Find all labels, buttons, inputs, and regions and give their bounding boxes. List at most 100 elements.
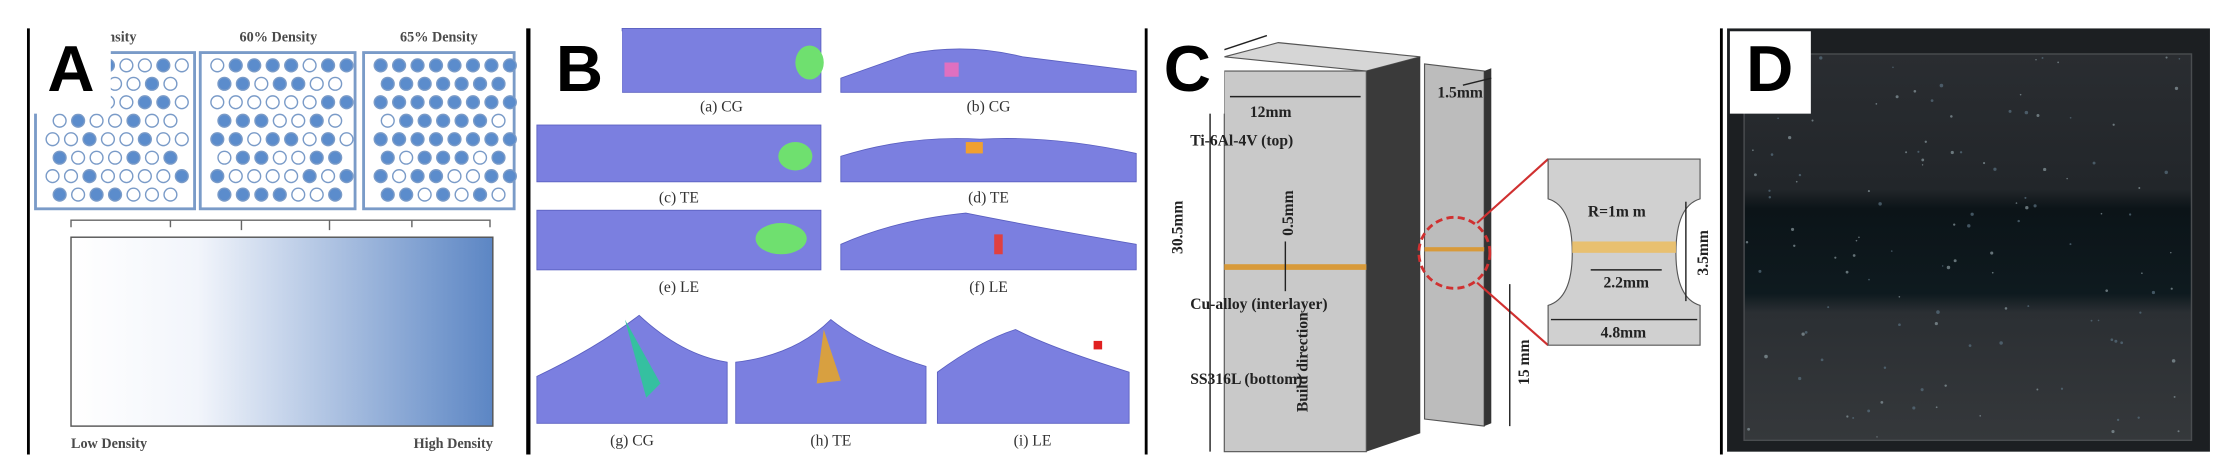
speckle [1745, 241, 1749, 244]
speckle [1941, 265, 1944, 267]
particle [265, 95, 280, 110]
particle [254, 113, 269, 128]
speckle [2151, 290, 2156, 295]
particle [45, 169, 60, 184]
speckle [1777, 117, 1779, 120]
particle [417, 113, 432, 128]
particle [291, 187, 306, 202]
particle [454, 76, 469, 91]
particle [454, 150, 469, 165]
particle [328, 187, 343, 202]
speckle [1875, 103, 1878, 105]
particle [52, 150, 67, 165]
particle [320, 169, 336, 184]
particle [156, 58, 171, 73]
dimension: 0.5mm [1280, 190, 1297, 236]
particle [217, 113, 232, 128]
particle [502, 132, 517, 147]
speckle [2024, 110, 2029, 115]
speckle [1920, 388, 1924, 392]
particle [428, 58, 444, 73]
speckle [1764, 354, 1768, 359]
particle [210, 132, 225, 147]
speckle [1905, 151, 1908, 154]
speckle [2035, 59, 2037, 61]
speckle [2112, 123, 2115, 126]
particle [309, 187, 324, 202]
particle [339, 169, 354, 184]
speckle [2027, 305, 2030, 308]
speckle [2097, 319, 2100, 322]
particle [210, 58, 225, 73]
particle [247, 58, 262, 73]
speckle [1921, 158, 1925, 162]
speckle [1754, 173, 1757, 177]
speckle [1892, 66, 1894, 69]
particle [484, 169, 499, 184]
particle [272, 76, 287, 91]
speckle [1868, 278, 1870, 281]
particle [126, 113, 141, 128]
speckle [1950, 115, 1953, 118]
material: Cu-alloy (interlayer) [1190, 296, 1327, 313]
speckle [1878, 202, 1882, 206]
particle [391, 58, 407, 73]
speckle [1852, 416, 1855, 419]
particle [309, 76, 324, 91]
particle [163, 150, 178, 165]
particle [235, 150, 250, 165]
speckle [1939, 83, 1944, 88]
speckle [1770, 153, 1774, 156]
dimension: R=1m m [1588, 204, 1646, 221]
particle [472, 113, 488, 128]
particle [447, 132, 462, 147]
speckle [1991, 271, 1994, 274]
particle [436, 150, 451, 165]
panel-a: Density 60% Density 65% Density Low Dens… [26, 28, 531, 455]
speckle [2111, 429, 2115, 434]
caption: (f) LE [969, 279, 1008, 296]
speckle [2128, 213, 2132, 216]
particle [156, 95, 171, 110]
particle [89, 187, 104, 202]
particle [472, 150, 488, 165]
particle [156, 169, 171, 184]
particle [465, 132, 481, 147]
speckle [1768, 189, 1771, 192]
particle [156, 132, 171, 147]
particle [163, 113, 178, 128]
speckle [1898, 295, 1901, 298]
particle [399, 113, 414, 128]
particle [328, 113, 343, 128]
speckle [1834, 256, 1837, 259]
speckle [1855, 239, 1858, 242]
particle [82, 132, 97, 147]
particle [284, 95, 299, 110]
speckle [1970, 212, 1974, 216]
caption: (g) CG [610, 432, 654, 449]
particle [284, 132, 299, 147]
speckle [2015, 202, 2018, 204]
speckle [2165, 56, 2168, 59]
material: SS316L (bottom) [1190, 371, 1302, 388]
particle [491, 150, 506, 165]
particle [417, 76, 432, 91]
particle [410, 169, 425, 184]
particle [217, 76, 232, 91]
particle [52, 187, 67, 202]
particle [447, 95, 462, 110]
particle [265, 58, 280, 73]
speckle [1768, 196, 1772, 199]
particle [174, 58, 189, 73]
speckle [1798, 376, 1802, 381]
speckle [2024, 196, 2027, 199]
high-label: High Density [414, 436, 493, 452]
speckle [2138, 186, 2141, 189]
particle [107, 187, 123, 202]
particle [380, 113, 395, 128]
speckle [1880, 400, 1884, 404]
speckle [2114, 339, 2118, 343]
speckle [1912, 406, 1916, 410]
speckle [2090, 319, 2093, 322]
particle [217, 187, 232, 202]
